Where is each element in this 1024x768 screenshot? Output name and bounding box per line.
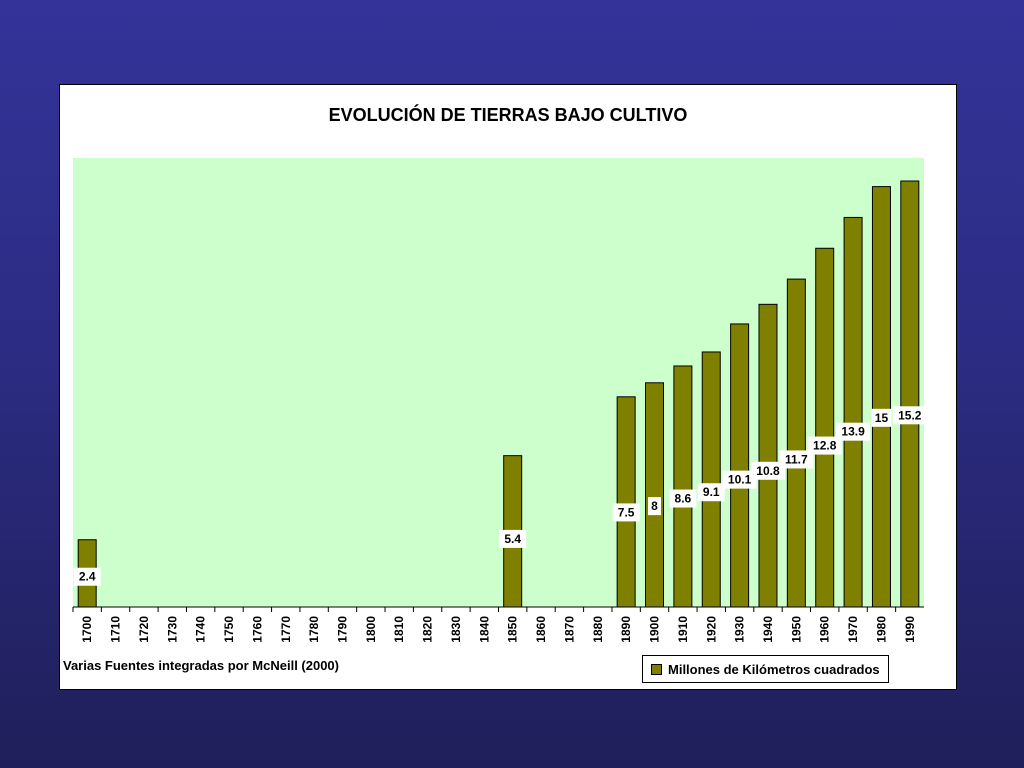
data-label-bg bbox=[648, 497, 662, 516]
bar-1940 bbox=[758, 303, 778, 608]
x-tick-label: 1720 bbox=[137, 616, 151, 643]
x-tick-label: 1990 bbox=[903, 616, 917, 643]
x-tick-label: 1960 bbox=[818, 616, 832, 643]
bar-1990 bbox=[900, 180, 920, 608]
x-tick-label: 1860 bbox=[534, 616, 548, 643]
data-label-bg bbox=[697, 483, 725, 502]
data-label-bg bbox=[871, 408, 892, 427]
data-label-1700: 2.4 bbox=[79, 570, 96, 584]
data-label-1940: 10.8 bbox=[756, 464, 780, 478]
x-tick-label: 1730 bbox=[165, 616, 179, 643]
data-label-bg bbox=[892, 406, 927, 425]
x-tick-label: 1840 bbox=[477, 616, 491, 643]
data-label-bg bbox=[73, 567, 101, 586]
data-label-bg bbox=[779, 450, 814, 469]
x-tick-label: 1890 bbox=[619, 616, 633, 643]
bar-1960 bbox=[815, 247, 835, 608]
chart-frame: EVOLUCIÓN DE TIERRAS BAJO CULTIVO 2.4 5.4… bbox=[59, 84, 957, 690]
bar-1950 bbox=[786, 278, 806, 608]
data-label-bg bbox=[499, 529, 527, 548]
x-tick-label: 1820 bbox=[421, 616, 435, 643]
x-tick-label: 1970 bbox=[846, 616, 860, 643]
data-label-1920: 9.1 bbox=[703, 485, 720, 499]
x-tick-label: 1870 bbox=[562, 616, 576, 643]
x-tick-label: 1740 bbox=[194, 616, 208, 643]
x-tick-label: 1980 bbox=[874, 616, 888, 643]
plot-area bbox=[73, 158, 924, 607]
bar-1920 bbox=[701, 351, 721, 608]
data-label-bg bbox=[807, 436, 842, 455]
x-tick-label: 1770 bbox=[279, 616, 293, 643]
x-tick-label: 1710 bbox=[109, 616, 123, 643]
bar-labels-layer: 2.4 5.4 7.5 8 8.6 9.1 10.1 10.8 11.7 12.8 13.9 15 15… bbox=[73, 406, 927, 586]
bar-1890 bbox=[616, 396, 636, 608]
bar-1970 bbox=[843, 216, 863, 608]
x-tick-label: 1940 bbox=[761, 616, 775, 643]
x-tick-label: 1830 bbox=[449, 616, 463, 643]
x-tick-label: 1950 bbox=[789, 616, 803, 643]
x-tick-label: 1800 bbox=[364, 616, 378, 643]
x-tick-label: 1880 bbox=[591, 616, 605, 643]
data-label-1990: 15.2 bbox=[898, 408, 922, 422]
x-tick-label: 1700 bbox=[80, 616, 94, 643]
data-label-1900: 8 bbox=[651, 499, 658, 513]
bar-chart: 2.4 5.4 7.5 8 8.6 9.1 10.1 10.8 11.7 12.8 13.9 15 15… bbox=[72, 158, 927, 643]
data-label-bg bbox=[669, 489, 697, 508]
data-label-1850: 5.4 bbox=[504, 532, 521, 546]
legend-swatch bbox=[651, 663, 662, 675]
data-label-1970: 13.9 bbox=[841, 425, 865, 439]
data-label-1930: 10.1 bbox=[728, 473, 752, 487]
x-tick-label: 1790 bbox=[335, 616, 349, 643]
x-tick-label: 1750 bbox=[222, 616, 236, 643]
x-tick-label: 1760 bbox=[250, 616, 264, 643]
x-tick-label: 1810 bbox=[392, 616, 406, 643]
data-label-bg bbox=[836, 422, 871, 441]
bars-layer bbox=[77, 180, 920, 608]
legend-label: Millones de Kilómetros cuadrados bbox=[668, 661, 880, 677]
source-note: Varias Fuentes integradas por McNeill (2… bbox=[63, 658, 339, 673]
x-tick-label: 1900 bbox=[648, 616, 662, 643]
bar-1900 bbox=[645, 382, 665, 608]
bar-1910 bbox=[673, 365, 693, 608]
x-tick-label: 1920 bbox=[704, 616, 718, 643]
data-label-1950: 11.7 bbox=[785, 452, 808, 466]
data-label-1960: 12.8 bbox=[813, 439, 837, 453]
data-label-1890: 7.5 bbox=[618, 505, 635, 519]
x-tick-label: 1850 bbox=[506, 616, 520, 643]
legend: Millones de Kilómetros cuadrados bbox=[642, 655, 889, 683]
bar-1980 bbox=[871, 186, 891, 608]
data-label-bg bbox=[612, 503, 640, 522]
data-label-bg bbox=[750, 461, 785, 480]
chart-title: EVOLUCIÓN DE TIERRAS BAJO CULTIVO bbox=[328, 105, 688, 125]
x-ticks-layer: 1700 1710 1720 1730 1740 1750 1760 1770 1780 1790… bbox=[72, 607, 917, 643]
data-label-1980: 15 bbox=[875, 411, 889, 425]
data-label-1910: 8.6 bbox=[675, 492, 692, 506]
x-tick-label: 1910 bbox=[676, 616, 690, 643]
x-tick-label: 1780 bbox=[307, 616, 321, 643]
data-label-bg bbox=[722, 470, 757, 489]
bar-1930 bbox=[730, 323, 750, 608]
x-tick-label: 1930 bbox=[733, 616, 747, 643]
